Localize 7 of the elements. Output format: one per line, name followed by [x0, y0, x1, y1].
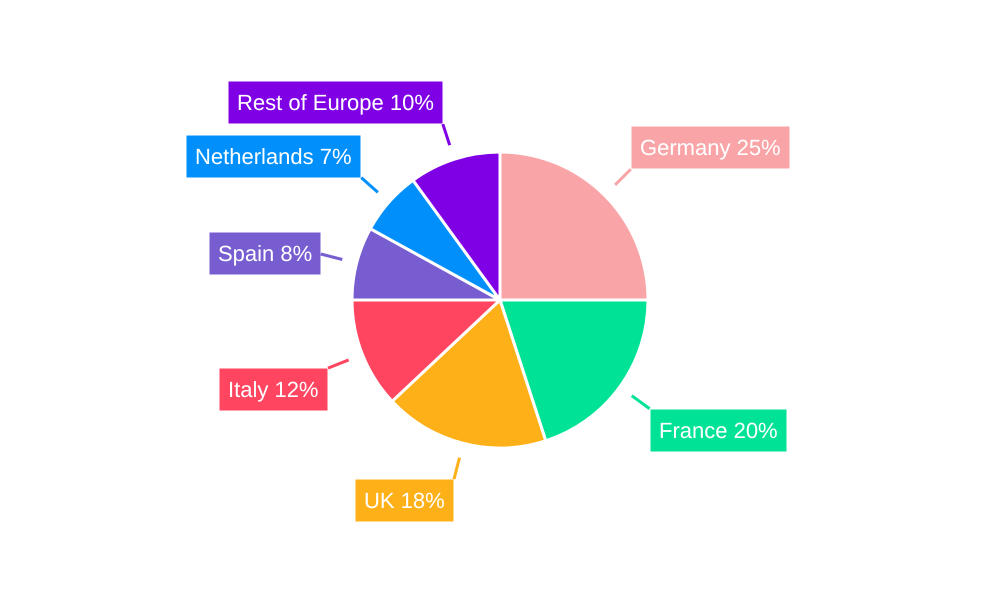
slice-label: UK 18%	[364, 488, 445, 513]
slice-label: Italy 12%	[228, 377, 318, 402]
slice-label: Rest of Europe 10%	[237, 90, 434, 115]
slice-label: France 20%	[659, 418, 778, 443]
slice-label: Germany 25%	[640, 135, 781, 160]
slice-label: Netherlands 7%	[195, 144, 352, 169]
slice-label: Spain 8%	[218, 241, 312, 266]
